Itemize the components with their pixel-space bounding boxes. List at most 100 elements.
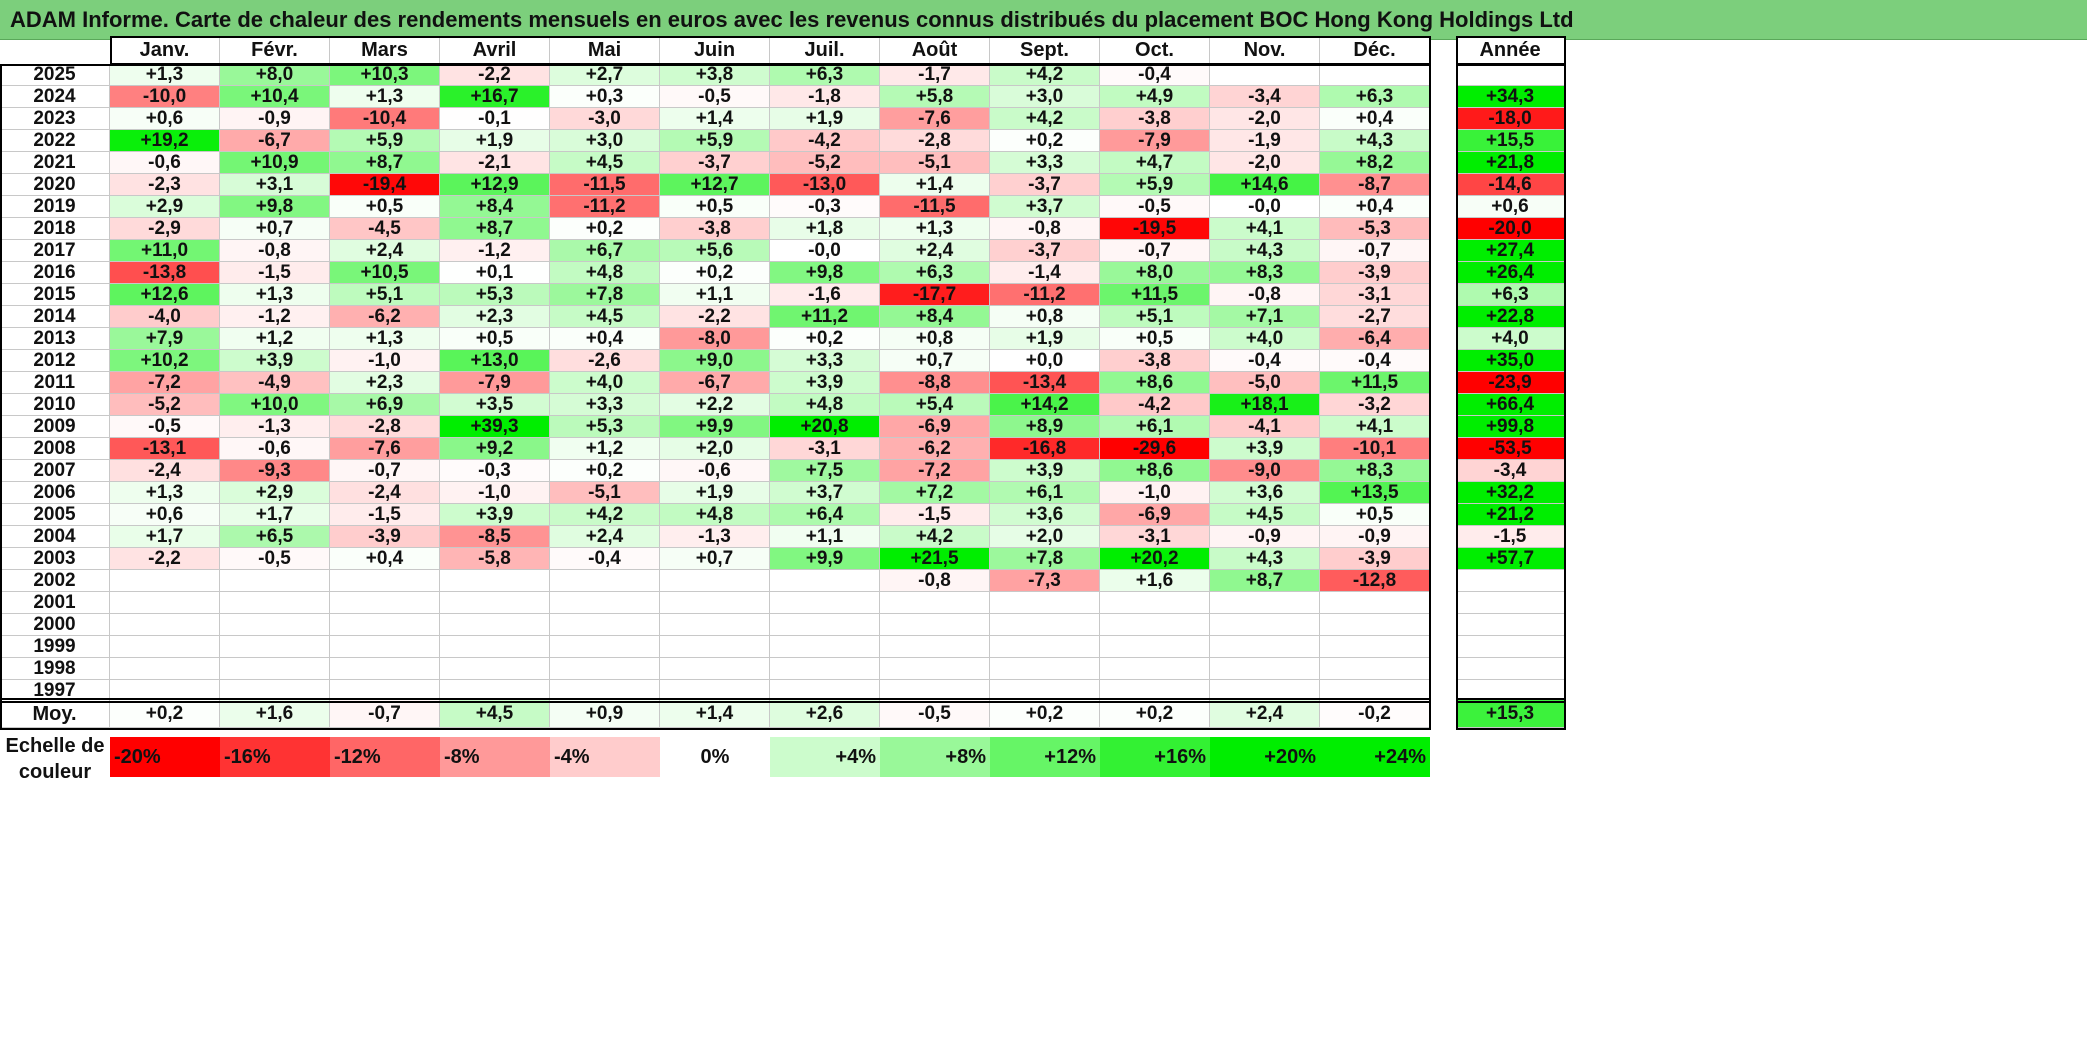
heatmap-cell: -6,4 (1320, 328, 1430, 350)
year-label: 2005 (0, 504, 110, 526)
year-label: 2008 (0, 438, 110, 460)
color-scale-stop: +4% (770, 737, 880, 777)
annual-cell (1456, 680, 1565, 702)
year-label: 1999 (0, 636, 110, 658)
heatmap-cell: -3,1 (1320, 284, 1430, 306)
heatmap-cell: +1,4 (660, 108, 770, 130)
year-label: 2003 (0, 548, 110, 570)
heatmap-cell: -19,4 (330, 174, 440, 196)
heatmap-cell: -0,0 (770, 240, 880, 262)
heatmap-cell (550, 592, 660, 614)
heatmap-cell: +3,9 (770, 372, 880, 394)
heatmap-cell: -0,8 (880, 570, 990, 592)
heatmap-cell: +20,2 (1100, 548, 1210, 570)
heatmap-cell (1320, 64, 1430, 86)
year-label: 1998 (0, 658, 110, 680)
annual-cell (1456, 592, 1565, 614)
heatmap-cell: +2,9 (110, 196, 220, 218)
heatmap-cell: +8,3 (1320, 460, 1430, 482)
heatmap-cell: +6,3 (880, 262, 990, 284)
heatmap-cell: -1,5 (220, 262, 330, 284)
heatmap-cell (330, 658, 440, 680)
heatmap-cell: +0,5 (1320, 504, 1430, 526)
heatmap-cell: +1,3 (220, 284, 330, 306)
heatmap-cell: +11,2 (770, 306, 880, 328)
heatmap-cell: -2,7 (1320, 306, 1430, 328)
heatmap-cell (440, 636, 550, 658)
heatmap-cell: -3,9 (330, 526, 440, 548)
year-label: 2004 (0, 526, 110, 548)
average-cell: +1,6 (220, 700, 330, 728)
heatmap-cell: +8,3 (1210, 262, 1320, 284)
heatmap-cell: +0,3 (550, 86, 660, 108)
heatmap-cell: -0,4 (1320, 350, 1430, 372)
annual-cell: -23,9 (1456, 372, 1565, 394)
heatmap-cell: +19,2 (110, 130, 220, 152)
heatmap-cell: +14,6 (1210, 174, 1320, 196)
heatmap-cell (1100, 680, 1210, 702)
annual-cell (1456, 658, 1565, 680)
annual-cell: +27,4 (1456, 240, 1565, 262)
color-scale-stop: +16% (1100, 737, 1210, 777)
month-header: Mars (330, 36, 440, 64)
heatmap-cell (1320, 680, 1430, 702)
heatmap-cell (220, 680, 330, 702)
heatmap-cell: +10,9 (220, 152, 330, 174)
heatmap-cell: +7,9 (110, 328, 220, 350)
month-header: Juil. (770, 36, 880, 64)
heatmap-cell: -0,6 (660, 460, 770, 482)
heatmap-cell: +5,8 (880, 86, 990, 108)
heatmap-cell (550, 680, 660, 702)
heatmap-cell (1100, 614, 1210, 636)
heatmap-cell: -2,2 (440, 64, 550, 86)
color-scale-label-line2: couleur (18, 761, 92, 783)
heatmap-cell: +11,5 (1320, 372, 1430, 394)
heatmap-cell: +1,1 (660, 284, 770, 306)
heatmap-cell (1210, 636, 1320, 658)
heatmap-cell (990, 658, 1100, 680)
heatmap-cell: +8,6 (1100, 460, 1210, 482)
heatmap-cell: +4,2 (550, 504, 660, 526)
average-cell: +0,2 (110, 700, 220, 728)
heatmap-cell: -6,7 (660, 372, 770, 394)
heatmap-cell (440, 658, 550, 680)
heatmap-cell: +12,9 (440, 174, 550, 196)
heatmap-cell: -2,8 (880, 130, 990, 152)
heatmap-cell: -4,2 (1100, 394, 1210, 416)
heatmap-cell: -3,8 (1100, 350, 1210, 372)
heatmap-cell: -11,2 (550, 196, 660, 218)
heatmap-cell: +12,6 (110, 284, 220, 306)
heatmap-cell: -4,9 (220, 372, 330, 394)
annual-cell: +34,3 (1456, 86, 1565, 108)
heatmap-cell: +0,5 (1100, 328, 1210, 350)
heatmap-cell: -8,7 (1320, 174, 1430, 196)
heatmap-cell: -7,6 (330, 438, 440, 460)
heatmap-cell: +4,2 (880, 526, 990, 548)
average-cell: +0,2 (990, 700, 1100, 728)
heatmap-cell: +1,9 (660, 482, 770, 504)
heatmap-cell: +0,7 (660, 548, 770, 570)
heatmap-cell: -5,2 (770, 152, 880, 174)
heatmap-cell: -6,2 (880, 438, 990, 460)
heatmap-cell: +4,9 (1100, 86, 1210, 108)
heatmap-cell (990, 636, 1100, 658)
heatmap-cell (880, 680, 990, 702)
heatmap-cell: -0,5 (1100, 196, 1210, 218)
heatmap-cell: -1,0 (1100, 482, 1210, 504)
heatmap-cell: -5,0 (1210, 372, 1320, 394)
heatmap-cell (770, 636, 880, 658)
average-cell: +1,4 (660, 700, 770, 728)
heatmap-cell: +5,9 (330, 130, 440, 152)
annual-cell: -1,5 (1456, 526, 1565, 548)
heatmap-cell: +4,3 (1320, 130, 1430, 152)
heatmap-cell: +1,9 (770, 108, 880, 130)
heatmap-cell: -6,9 (1100, 504, 1210, 526)
heatmap-cell (880, 614, 990, 636)
heatmap-cell: +9,0 (660, 350, 770, 372)
heatmap-cell: -0,6 (110, 152, 220, 174)
heatmap-cell: +4,3 (1210, 548, 1320, 570)
heatmap-cell: +8,4 (440, 196, 550, 218)
heatmap-cell: +6,9 (330, 394, 440, 416)
heatmap-cell: -9,3 (220, 460, 330, 482)
heatmap-cell: +2,0 (660, 438, 770, 460)
